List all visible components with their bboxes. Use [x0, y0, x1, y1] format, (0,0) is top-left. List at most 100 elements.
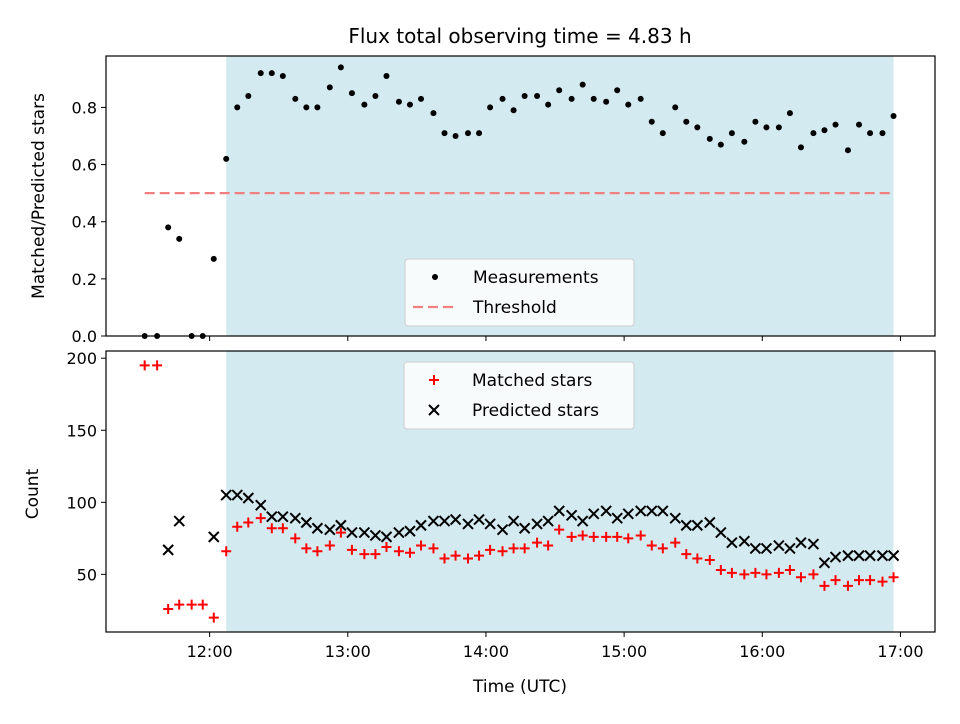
- matched-star-point: [404, 547, 415, 558]
- y-tick-label: 200: [66, 349, 97, 368]
- measurement-point: [752, 118, 759, 125]
- predicted-star-point: [162, 544, 174, 556]
- predicted-star-point: [507, 515, 520, 527]
- x-tick-label: 15:00: [601, 642, 647, 661]
- predicted-star-point: [289, 512, 301, 524]
- matched-star-point: [508, 543, 519, 554]
- predicted-star-point: [864, 549, 876, 562]
- matched-star-point: [393, 546, 404, 557]
- legend-label: Threshold: [472, 298, 557, 318]
- measurement-point: [476, 130, 483, 137]
- legend-label: Matched stars: [472, 371, 592, 391]
- measurement-point: [614, 87, 621, 94]
- measurement-point: [395, 98, 402, 105]
- y-tick-label: 100: [66, 493, 97, 512]
- predicted-star-point: [346, 526, 358, 539]
- matched-star-point: [670, 537, 681, 548]
- matched-star-point: [646, 540, 657, 551]
- y-tick-label: 50: [77, 565, 97, 584]
- predicted-star-point: [715, 526, 727, 539]
- matched-star-point: [197, 599, 208, 610]
- measurement-point: [832, 121, 839, 128]
- matched-star-point: [359, 549, 370, 560]
- legend-box: [404, 258, 635, 327]
- measurement-point: [487, 104, 494, 111]
- x-tick-label: 14:00: [463, 642, 509, 661]
- matched-star-point: [588, 531, 599, 542]
- matched-star-point: [657, 543, 668, 554]
- bottom-y-axis-label: Count: [23, 468, 43, 519]
- predicted-star-point: [427, 515, 440, 527]
- predicted-star-point: [807, 538, 820, 550]
- matched-star-point: [290, 533, 301, 544]
- matched-star-point: [346, 544, 357, 555]
- predicted-star-point: [704, 516, 716, 529]
- predicted-star-point: [266, 511, 278, 523]
- y-tick-label: 0.8: [72, 98, 97, 117]
- predicted-star-point: [220, 489, 232, 501]
- x-tick-label: 12:00: [187, 642, 233, 661]
- matched-star-point: [450, 550, 461, 561]
- predicted-star-point: [588, 508, 600, 520]
- measurement-point: [856, 121, 863, 128]
- x-axis-label: Time (UTC): [472, 677, 567, 697]
- predicted-star-point: [300, 516, 313, 529]
- measurement-point: [383, 73, 390, 79]
- measurement-point: [499, 95, 506, 102]
- matched-star-point: [877, 576, 888, 587]
- predicted-star-point: [518, 522, 531, 534]
- measurement-point: [637, 95, 644, 102]
- measurement-point: [797, 144, 804, 151]
- matched-star-point: [566, 531, 577, 542]
- matched-star-point: [381, 541, 392, 552]
- measurement-point: [683, 118, 690, 125]
- matched-star-point: [601, 531, 612, 542]
- predicted-star-point: [173, 515, 185, 527]
- measurement-point: [348, 90, 355, 97]
- predicted-star-point: [726, 536, 738, 549]
- matched-star-point: [773, 567, 784, 578]
- measurement-point: [728, 130, 735, 137]
- measurement-point: [556, 87, 563, 94]
- predicted-star-point: [622, 508, 634, 520]
- matched-star-point: [208, 612, 219, 623]
- measurement-point: [867, 130, 874, 137]
- predicted-star-point: [842, 549, 854, 562]
- measurement-point: [406, 101, 413, 108]
- matched-star-point: [174, 599, 185, 610]
- matched-star-point: [808, 569, 819, 580]
- matched-star-point: [370, 549, 381, 560]
- chart-title: Flux total observing time = 4.83 h: [348, 24, 691, 48]
- matched-star-point: [784, 565, 795, 576]
- matched-star-point: [750, 567, 761, 578]
- predicted-star-point: [415, 519, 427, 532]
- matched-star-point: [532, 537, 543, 548]
- measurement-point: [603, 98, 610, 105]
- measurement-point: [430, 110, 437, 117]
- measurement-point: [890, 113, 897, 119]
- predicted-star-point: [553, 505, 565, 517]
- measurement-point: [279, 73, 286, 79]
- predicted-star-point: [208, 531, 220, 543]
- legend-marker: [429, 375, 439, 385]
- matched-star-point: [739, 569, 750, 580]
- predicted-star-point: [335, 519, 347, 532]
- predicted-star-point: [380, 531, 393, 543]
- predicted-star-point: [484, 518, 496, 530]
- matched-star-point: [439, 553, 450, 564]
- matched-star-point: [830, 575, 841, 586]
- matched-star-point: [635, 530, 646, 541]
- measurement-point: [879, 130, 886, 137]
- y-tick-label: 0.0: [72, 327, 97, 346]
- predicted-star-point: [358, 526, 371, 539]
- measurement-point: [361, 101, 368, 108]
- measurement-point: [372, 93, 379, 99]
- predicted-star-point: [611, 512, 623, 524]
- predicted-star-point: [760, 542, 773, 555]
- predicted-star-point: [669, 512, 681, 524]
- matched-star-point: [221, 546, 232, 557]
- predicted-star-point: [496, 523, 509, 536]
- predicted-star-point: [646, 505, 658, 517]
- predicted-star-point: [473, 513, 485, 526]
- plot-frame: [105, 350, 936, 633]
